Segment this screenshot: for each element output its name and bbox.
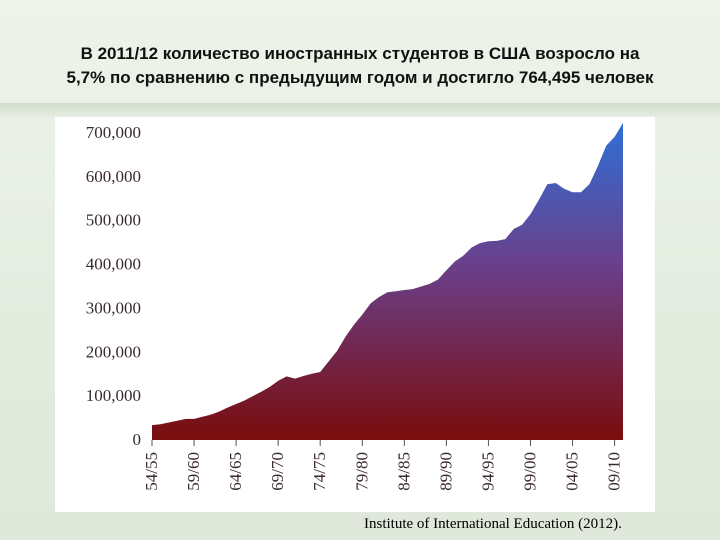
chart-panel: 0 100,000 200,000 300,000 400,000 500,000 600,… bbox=[55, 117, 655, 512]
series-area bbox=[152, 122, 623, 441]
title-divider bbox=[0, 103, 720, 117]
y-tick-label: 700,000 bbox=[86, 123, 141, 142]
slide-title: В 2011/12 количество иностранных студент… bbox=[0, 42, 720, 90]
x-tick-label: 94/95 bbox=[478, 452, 497, 491]
y-tick-label: 600,000 bbox=[86, 167, 141, 186]
x-tick-label: 84/85 bbox=[394, 452, 413, 491]
y-tick-label: 400,000 bbox=[86, 255, 141, 274]
area-chart: 0 100,000 200,000 300,000 400,000 500,000 600,… bbox=[86, 122, 624, 491]
x-tick-label: 79/80 bbox=[352, 452, 371, 491]
title-line-2: 5,7% по сравнению с предыдущим годом и д… bbox=[66, 68, 654, 87]
x-tick-label: 54/55 bbox=[142, 452, 161, 491]
x-tick-label: 64/65 bbox=[226, 452, 245, 491]
x-tick-label: 09/10 bbox=[605, 452, 624, 491]
y-tick-label: 300,000 bbox=[86, 298, 141, 317]
x-tick-label: 99/00 bbox=[520, 452, 539, 491]
title-line-1: В 2011/12 количество иностранных студент… bbox=[80, 44, 640, 63]
y-tick-label: 0 bbox=[133, 430, 142, 449]
x-tick-label: 69/70 bbox=[268, 452, 287, 491]
source-caption: Institute of International Education (20… bbox=[364, 516, 622, 532]
x-tick-label: 89/90 bbox=[436, 452, 455, 491]
x-tick-label: 74/75 bbox=[310, 452, 329, 491]
y-tick-label: 500,000 bbox=[86, 211, 141, 230]
y-tick-label: 100,000 bbox=[86, 386, 141, 405]
x-tick-label: 04/05 bbox=[563, 452, 582, 491]
x-tick-label: 59/60 bbox=[184, 452, 203, 491]
y-tick-label: 200,000 bbox=[86, 342, 141, 361]
